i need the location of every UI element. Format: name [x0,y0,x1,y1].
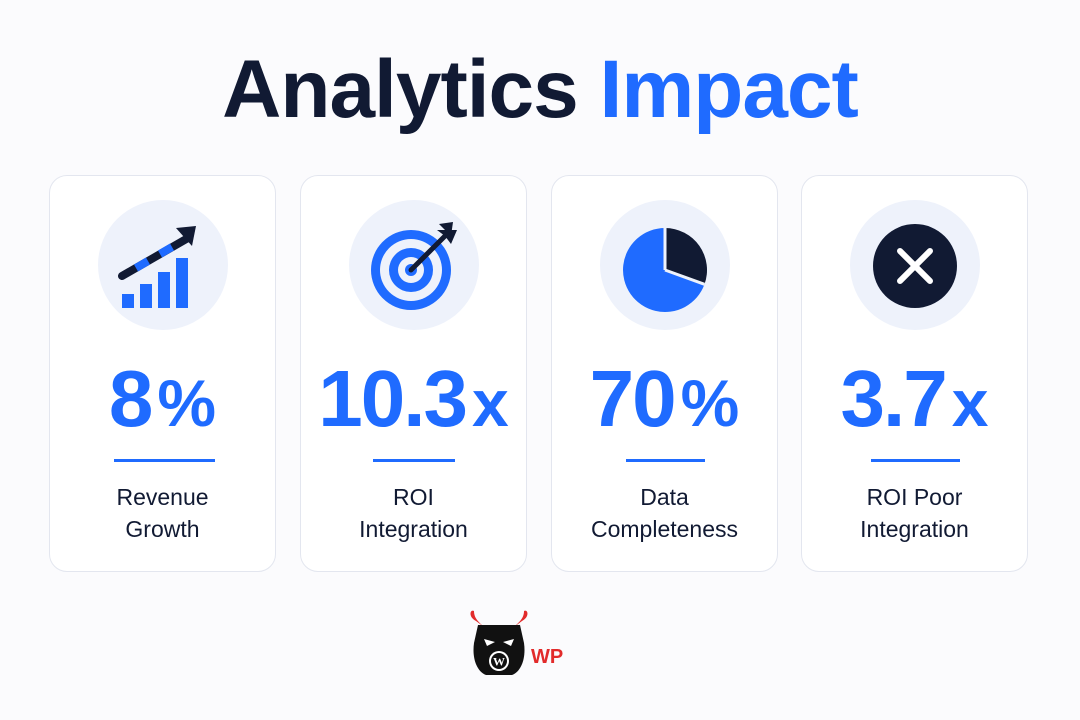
divider [871,459,960,462]
bull-wordpress-logo: W [466,609,586,681]
stat-card-roi-integration: 10.3x ROI Integration [300,175,527,572]
stat-value: 10.3x [318,354,509,443]
divider [114,459,215,462]
page-title: Analytics Impact [0,40,1080,140]
stat-label: ROI Integration [359,484,468,542]
stat-label: Data Completeness [590,484,739,542]
title-part-2: Impact [599,44,859,135]
stat-card-revenue-growth: 8% Revenue Growth [49,175,276,572]
stat-label: Revenue Growth [116,484,209,542]
x-circle-icon [850,200,980,330]
stat-card-roi-poor-integration: 3.7x ROI Poor Integration [801,175,1028,572]
divider [626,459,705,462]
pie-chart-icon [600,200,730,330]
bar-chart-growth-icon [98,200,228,330]
title-part-1: Analytics [222,44,579,135]
stat-card-data-completeness: 70% Data Completeness [551,175,778,572]
stat-value: 8% [108,354,217,443]
divider [373,459,455,462]
stat-value: 70% [589,354,740,443]
brand-text: WP [531,646,564,668]
svg-text:W: W [493,655,505,669]
stat-value: 3.7x [840,354,989,443]
target-icon [349,200,479,330]
stat-label: ROI Poor Integration [860,484,969,542]
